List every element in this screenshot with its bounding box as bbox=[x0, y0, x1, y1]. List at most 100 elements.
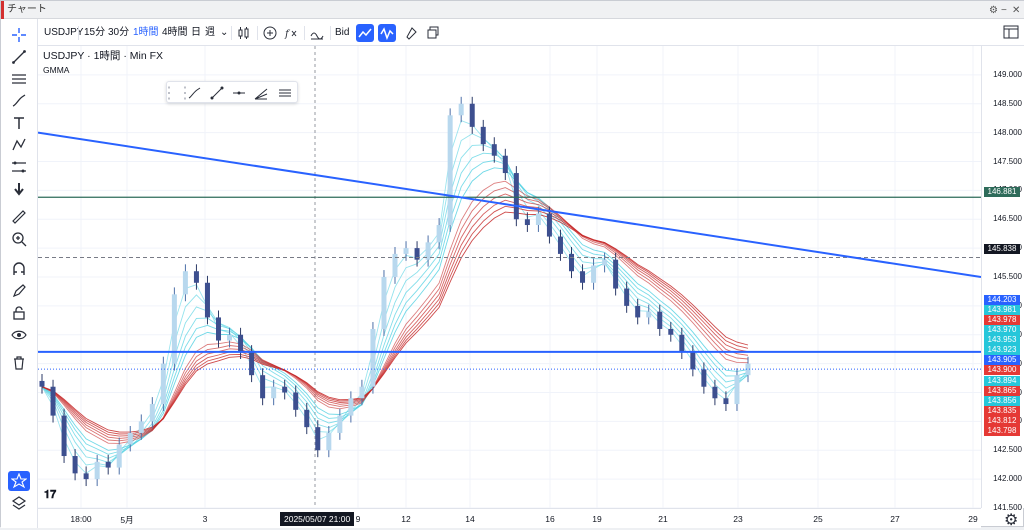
candle-body bbox=[61, 415, 67, 457]
price-tag: 143.978 bbox=[984, 315, 1020, 325]
trendline-icon[interactable] bbox=[209, 85, 225, 101]
gmma-short-ema bbox=[41, 133, 749, 466]
chart-settings-gear-icon[interactable]: ⚙ bbox=[1004, 512, 1019, 529]
candle-body bbox=[469, 103, 475, 127]
brush-tool-icon[interactable] bbox=[8, 91, 30, 111]
interval-4h[interactable]: 4時間 bbox=[162, 27, 188, 38]
toolbar-divider bbox=[304, 26, 305, 40]
svg-text:f: f bbox=[284, 29, 291, 40]
candle-body bbox=[569, 253, 574, 272]
parallel-lines-icon[interactable] bbox=[277, 85, 293, 101]
candle-body bbox=[94, 461, 100, 480]
price-tick-label: 142.000 bbox=[993, 474, 1022, 484]
time-axis[interactable]: 18:00 5月 3 9 12 14 16 19 21 23 25 27 29 2025/05/07 2… bbox=[38, 508, 981, 528]
layout-window-icon[interactable] bbox=[1003, 24, 1019, 40]
candle-body bbox=[238, 334, 244, 353]
candle-body bbox=[105, 461, 111, 468]
layers-icon[interactable] bbox=[8, 493, 30, 513]
pattern-tool-icon[interactable] bbox=[8, 135, 30, 155]
ruler-tool-icon[interactable] bbox=[8, 207, 30, 227]
candle-body bbox=[116, 444, 122, 468]
magnet-icon[interactable] bbox=[8, 259, 30, 279]
eye-icon[interactable] bbox=[8, 325, 30, 345]
gmma-short-ema bbox=[41, 160, 749, 455]
candle-body bbox=[546, 213, 552, 237]
text-tool-icon[interactable] bbox=[8, 113, 30, 133]
symbol-search[interactable]: USDJPY bbox=[44, 27, 84, 38]
chart-pane[interactable] bbox=[37, 46, 982, 509]
fib-fan-icon[interactable] bbox=[253, 85, 269, 101]
price-tag: 144.203 bbox=[984, 295, 1020, 305]
bell-tilt-icon[interactable] bbox=[402, 24, 420, 42]
candle-body bbox=[337, 415, 343, 433]
interval-week[interactable]: 週 bbox=[205, 27, 215, 38]
drag-handle-icon[interactable]: ⋮⋮ bbox=[161, 85, 193, 102]
candle-body bbox=[348, 398, 354, 416]
time-tick-label: 23 bbox=[733, 514, 743, 524]
lock-icon[interactable] bbox=[8, 303, 30, 323]
trash-icon[interactable] bbox=[8, 353, 30, 373]
candle-body bbox=[480, 126, 486, 145]
candle-body bbox=[690, 352, 696, 370]
indicator-legend-gmma[interactable]: GMMA bbox=[43, 65, 70, 75]
price-axis[interactable]: 149.000148.500148.000147.500147.000146.5… bbox=[981, 46, 1024, 512]
chevron-down-icon[interactable]: ⌄ bbox=[220, 27, 229, 38]
brush-icon[interactable] bbox=[187, 85, 203, 101]
measure-lines-tool-icon[interactable] bbox=[8, 157, 30, 177]
minimize-icon[interactable]: − bbox=[1001, 5, 1007, 16]
line-style-icon[interactable] bbox=[356, 24, 374, 42]
price-tag: 143.835 bbox=[984, 406, 1020, 416]
candle-body bbox=[138, 421, 144, 433]
price-type-bid[interactable]: Bid bbox=[335, 27, 350, 38]
gmma-long-ema bbox=[41, 180, 749, 444]
price-tag: 145.838 bbox=[984, 244, 1020, 254]
candle-body bbox=[249, 352, 255, 376]
candle-body bbox=[182, 271, 188, 295]
gmma-long-ema bbox=[41, 193, 749, 439]
add-compare-icon[interactable] bbox=[261, 24, 279, 42]
price-tick-label: 141.500 bbox=[993, 503, 1022, 512]
candle-body bbox=[591, 265, 597, 283]
candle-body bbox=[491, 144, 497, 156]
toolbar-divider bbox=[257, 26, 258, 40]
gmma-short-ema bbox=[41, 144, 749, 463]
favorites-star-icon[interactable] bbox=[8, 471, 30, 491]
wave-style-icon[interactable] bbox=[378, 24, 396, 42]
crosshair-tool-icon[interactable] bbox=[8, 25, 30, 45]
templates-icon[interactable] bbox=[308, 24, 326, 42]
settings-icon[interactable]: ⚙ bbox=[989, 5, 998, 16]
gmma-short-ema bbox=[41, 120, 749, 474]
candle-body bbox=[193, 271, 199, 283]
candle-body bbox=[668, 328, 674, 335]
arrow-down-tool-icon[interactable] bbox=[8, 179, 30, 199]
price-chart[interactable] bbox=[37, 46, 982, 509]
price-tick-label: 145.500 bbox=[993, 272, 1022, 281]
candles-icon[interactable] bbox=[235, 24, 253, 42]
candle-body bbox=[624, 288, 630, 306]
price-tag: 143.812 bbox=[984, 416, 1020, 426]
interval-30m[interactable]: 30分 bbox=[108, 27, 130, 38]
copy-layout-icon[interactable] bbox=[424, 24, 442, 42]
candle-body bbox=[326, 432, 332, 451]
interval-1h[interactable]: 1時間 bbox=[133, 27, 159, 38]
interval-15m[interactable]: 15分 bbox=[84, 27, 106, 38]
candle-body bbox=[734, 375, 740, 405]
candle-body bbox=[216, 317, 221, 341]
price-tag: 143.970 bbox=[984, 325, 1020, 335]
lock-drawings-pencil-icon[interactable] bbox=[8, 281, 30, 301]
interval-day[interactable]: 日 bbox=[191, 27, 201, 38]
trendline-tool-icon[interactable] bbox=[8, 47, 30, 67]
candle-body bbox=[171, 294, 177, 364]
price-tick-label: 148.500 bbox=[993, 98, 1022, 108]
candle-body bbox=[679, 334, 685, 353]
crosshair-time-label: 2025/05/07 21:00 bbox=[280, 512, 355, 526]
time-tick-label: 21 bbox=[658, 514, 668, 524]
horizontal-ray-icon[interactable] bbox=[231, 85, 247, 101]
hlines-tool-icon[interactable] bbox=[8, 69, 30, 89]
candle-body bbox=[745, 363, 751, 376]
price-tick-label: 146.500 bbox=[993, 214, 1022, 224]
indicators-fx-icon[interactable]: f bbox=[282, 24, 300, 42]
candle-body bbox=[602, 259, 608, 266]
close-icon[interactable]: ✕ bbox=[1012, 5, 1021, 16]
zoom-in-icon[interactable] bbox=[8, 229, 30, 249]
